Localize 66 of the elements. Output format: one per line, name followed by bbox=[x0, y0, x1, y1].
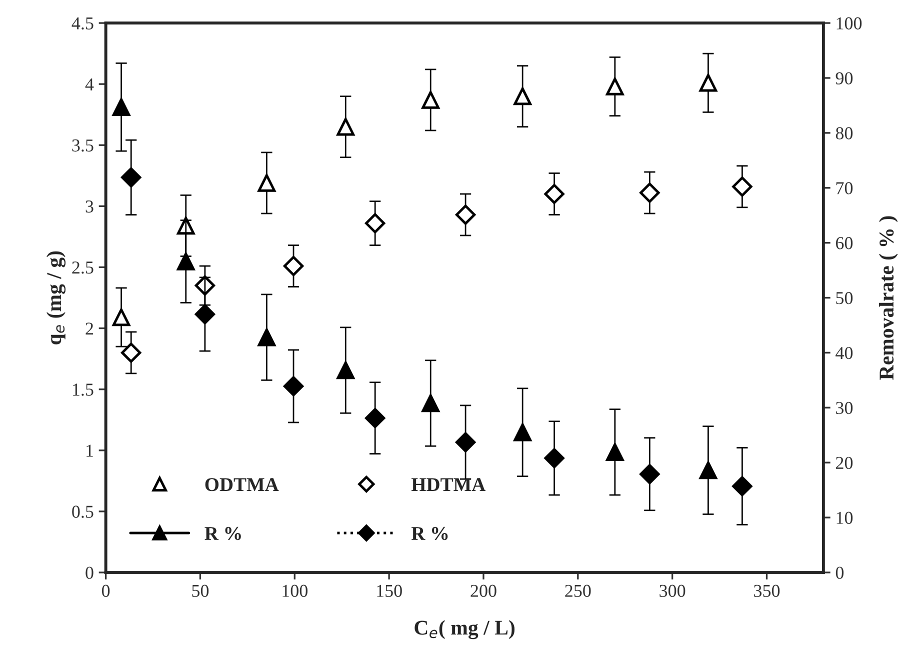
point bbox=[176, 252, 195, 270]
point bbox=[112, 98, 130, 116]
x-tick-label: 50 bbox=[192, 584, 209, 597]
y2-tick-label: 40 bbox=[836, 346, 853, 360]
y-tick-label: 4 bbox=[85, 78, 94, 90]
point bbox=[699, 461, 718, 480]
y-tick-label: 3 bbox=[86, 200, 94, 213]
x-axis-title: C$_{e}$( mg / L) bbox=[414, 620, 514, 640]
y2-tick-label: 0 bbox=[836, 566, 844, 579]
y-tick-label: 2 bbox=[86, 322, 93, 335]
point bbox=[640, 182, 660, 203]
x-tick-label: 250 bbox=[565, 584, 591, 597]
point bbox=[258, 328, 276, 346]
y2-tick-label: 30 bbox=[836, 402, 853, 414]
point bbox=[121, 167, 142, 188]
legend-label: ODTMA bbox=[205, 478, 279, 492]
x-tick-label: 0 bbox=[102, 584, 110, 597]
point bbox=[365, 213, 386, 234]
y-tick-label: 0.5 bbox=[72, 506, 94, 518]
point bbox=[258, 174, 276, 192]
point bbox=[336, 118, 355, 136]
point bbox=[544, 184, 564, 204]
point bbox=[422, 91, 440, 109]
y-tick-label: 2.5 bbox=[72, 262, 94, 274]
point bbox=[606, 78, 624, 96]
y-tick-label: 0 bbox=[86, 566, 94, 579]
x-tick-label: 300 bbox=[660, 584, 686, 597]
y2-tick-label: 80 bbox=[836, 127, 853, 140]
y2-tick-label: 10 bbox=[836, 512, 853, 524]
x-tick-label: 200 bbox=[470, 584, 496, 597]
point bbox=[606, 443, 624, 462]
y-tick-label: 1.5 bbox=[73, 384, 94, 396]
point bbox=[699, 74, 718, 92]
y2-axis-title: Removalrate ( % ) bbox=[878, 216, 898, 380]
legend-label: HDTMA bbox=[411, 478, 486, 492]
point bbox=[194, 304, 216, 324]
point bbox=[732, 476, 752, 496]
point bbox=[640, 464, 660, 484]
point bbox=[336, 361, 355, 380]
y2-tick-label: 100 bbox=[836, 17, 862, 30]
x-tick-label: 350 bbox=[754, 584, 780, 597]
point bbox=[455, 432, 476, 452]
y-tick-label: 1 bbox=[86, 444, 93, 457]
point bbox=[732, 176, 752, 197]
y2-tick-label: 70 bbox=[836, 182, 853, 194]
y2-tick-label: 90 bbox=[836, 72, 853, 84]
y2-tick-label: 50 bbox=[836, 292, 853, 304]
point bbox=[544, 448, 564, 468]
point bbox=[121, 342, 142, 363]
point bbox=[283, 376, 304, 396]
point bbox=[455, 204, 476, 225]
point bbox=[514, 87, 532, 106]
y-tick-label: 3.5 bbox=[72, 139, 94, 152]
y2-tick-label: 60 bbox=[836, 237, 853, 250]
x-tick-label: 150 bbox=[377, 584, 402, 597]
y2-tick-label: 20 bbox=[836, 456, 853, 470]
y-tick-label: 4.5 bbox=[72, 17, 94, 30]
legend-label: R % bbox=[204, 526, 241, 540]
y-axis-title: q$_{e}$ (mg / g) bbox=[46, 251, 66, 344]
point bbox=[422, 394, 440, 412]
point bbox=[514, 423, 532, 442]
x-tick-label: 100 bbox=[282, 584, 308, 597]
point bbox=[365, 408, 386, 428]
legend-label: R % bbox=[411, 526, 448, 540]
point bbox=[112, 308, 130, 326]
point bbox=[283, 256, 304, 276]
